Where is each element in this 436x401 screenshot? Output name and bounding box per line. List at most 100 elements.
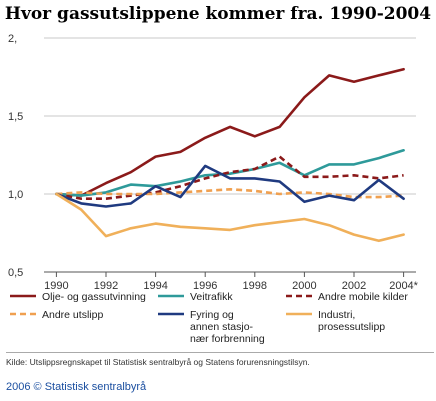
y-tick-label: 1,5 — [8, 111, 23, 123]
data-point-series-5 — [130, 202, 132, 204]
data-point-series-5 — [353, 199, 355, 201]
data-point-series-4 — [229, 188, 231, 190]
data-point-series-4 — [105, 193, 107, 195]
data-point-series-6 — [278, 221, 280, 223]
data-point-series-6 — [229, 229, 231, 231]
data-point-series-6 — [55, 193, 57, 195]
data-point-series-3 — [402, 174, 404, 176]
data-point-series-5 — [378, 179, 380, 181]
data-point-series-6 — [204, 227, 206, 229]
x-tick-label: 2000 — [292, 280, 316, 292]
legend: Olje- og gassutvinning Veitrafikk Andre mo… — [10, 291, 408, 345]
series-line-4 — [56, 188, 404, 199]
legend-label: prosessutslipp — [318, 321, 385, 333]
data-point-series-3 — [105, 197, 107, 199]
y-tick-label: 1,0 — [8, 189, 23, 201]
data-point-series-5 — [105, 205, 107, 207]
data-point-series-4 — [254, 190, 256, 192]
data-point-series-3 — [278, 155, 280, 157]
legend-item: Industri,prosessutslipp — [286, 309, 385, 333]
data-point-series-6 — [378, 240, 380, 242]
data-point-series-2 — [80, 194, 82, 196]
data-point-series-3 — [254, 168, 256, 170]
legend-item: Olje- og gassutvinning — [10, 291, 146, 303]
data-point-series-4 — [179, 191, 181, 193]
legend-item: Veitrafikk — [158, 291, 233, 303]
x-tick-label: 1994 — [143, 280, 167, 292]
data-point-series-5 — [154, 185, 156, 187]
data-point-series-1 — [353, 80, 355, 82]
data-point-series-5 — [254, 177, 256, 179]
data-point-series-5 — [278, 180, 280, 182]
data-point-series-1 — [130, 171, 132, 173]
legend-label: Fyring og — [190, 309, 234, 321]
line-chart: 0,5 1,0 1,5 2, 1990 1992 1994 1996 1998 2000 2002 2… — [8, 33, 419, 345]
data-point-series-2 — [179, 180, 181, 182]
data-point-series-4 — [278, 193, 280, 195]
data-point-series-1 — [378, 74, 380, 76]
data-point-series-4 — [402, 194, 404, 196]
data-point-series-1 — [303, 96, 305, 98]
series-line-3 — [56, 155, 404, 200]
legend-label: Andre mobile kilder — [318, 291, 408, 303]
data-point-series-4 — [303, 191, 305, 193]
copyright-credit: 2006 © Statistisk sentralbyrå — [6, 381, 147, 393]
legend-item: Andre utslipp — [10, 309, 103, 321]
data-point-series-4 — [80, 191, 82, 193]
y-tick-label: 2, — [8, 33, 17, 45]
data-point-series-1 — [179, 151, 181, 153]
data-point-series-6 — [179, 226, 181, 228]
data-point-series-2 — [353, 163, 355, 165]
x-tick-label: 2004* — [389, 280, 418, 292]
data-point-series-6 — [130, 227, 132, 229]
source-divider — [6, 352, 434, 353]
x-tick-label: 1990 — [44, 280, 68, 292]
data-point-series-4 — [154, 193, 156, 195]
data-point-series-6 — [254, 224, 256, 226]
legend-label: Veitrafikk — [190, 291, 233, 303]
data-point-series-4 — [378, 196, 380, 198]
series-line-1 — [55, 67, 405, 197]
axes: 0,5 1,0 1,5 2, 1990 1992 1994 1996 1998 2000 2002 2… — [8, 33, 419, 292]
legend-label: Industri, — [318, 309, 355, 321]
data-point-series-1 — [328, 74, 330, 76]
data-point-series-1 — [229, 126, 231, 128]
y-tick-label: 0,5 — [8, 267, 23, 279]
data-point-series-1 — [105, 182, 107, 184]
data-point-series-6 — [328, 224, 330, 226]
data-point-series-3 — [80, 197, 82, 199]
x-tick-label: 2002 — [342, 280, 366, 292]
data-point-series-3 — [328, 176, 330, 178]
legend-item: Andre mobile kilder — [286, 291, 408, 303]
x-tick-label: 1998 — [243, 280, 267, 292]
data-point-series-1 — [204, 137, 206, 139]
data-point-series-1 — [402, 68, 404, 70]
series-line-5 — [55, 164, 405, 208]
data-point-series-3 — [303, 176, 305, 178]
source-note: Kilde: Utslippsregnskapet til Statistisk… — [6, 357, 310, 367]
data-point-series-2 — [328, 163, 330, 165]
data-point-series-5 — [204, 165, 206, 167]
data-point-series-2 — [130, 183, 132, 185]
data-point-series-4 — [130, 193, 132, 195]
data-point-series-2 — [402, 149, 404, 151]
legend-label: Andre utslipp — [42, 309, 103, 321]
data-point-series-1 — [154, 155, 156, 157]
data-point-series-6 — [402, 233, 404, 235]
data-point-series-5 — [402, 197, 404, 199]
x-tick-label: 1992 — [94, 280, 118, 292]
x-tick-label: 1996 — [193, 280, 217, 292]
data-point-series-1 — [254, 135, 256, 137]
data-point-series-3 — [204, 177, 206, 179]
chart-title: Hvor gassutslippene kommer fra. 1990-200… — [4, 4, 432, 24]
data-point-series-2 — [204, 174, 206, 176]
data-point-series-5 — [303, 201, 305, 203]
data-point-series-2 — [378, 157, 380, 159]
series-line-6 — [55, 192, 405, 243]
data-point-series-6 — [80, 208, 82, 210]
data-point-series-5 — [229, 177, 231, 179]
series-lines — [55, 67, 405, 243]
data-point-series-5 — [80, 202, 82, 204]
legend-label: nær forbrenning — [190, 333, 265, 345]
